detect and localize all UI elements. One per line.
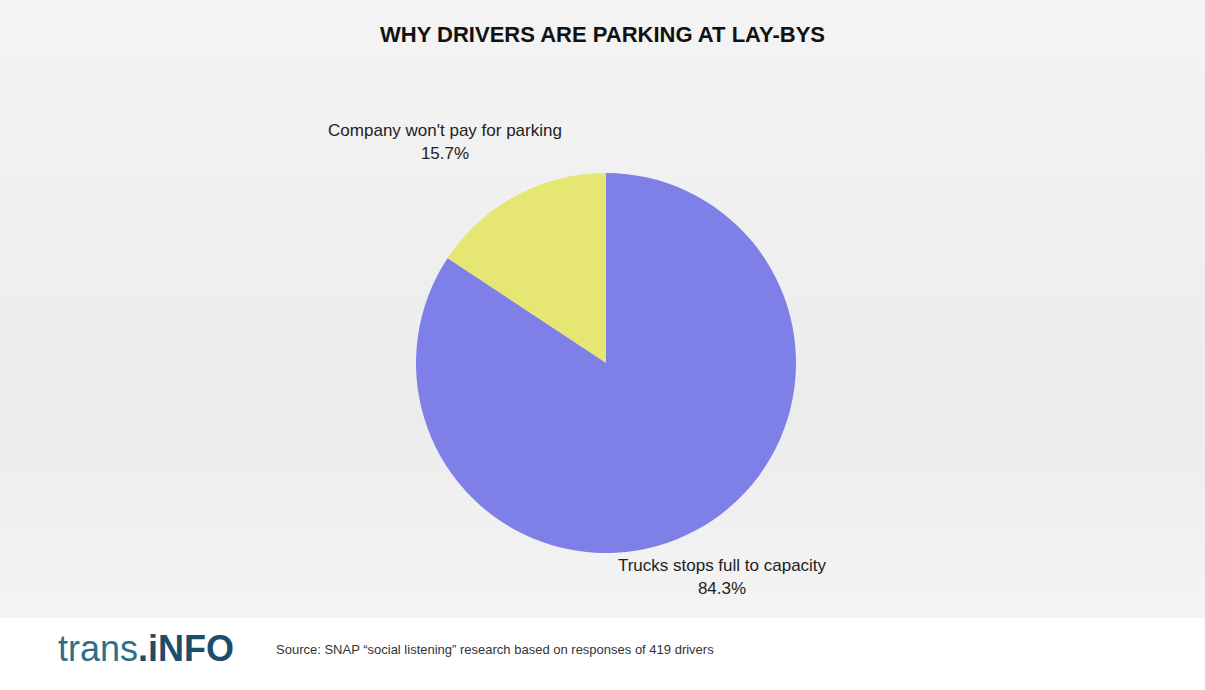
svg-text:84.3%: 84.3%: [698, 579, 746, 598]
svg-text:.iNFO: .iNFO: [138, 628, 234, 669]
svg-text:WHY DRIVERS ARE PARKING AT LAY: WHY DRIVERS ARE PARKING AT LAY-BYS: [380, 22, 825, 47]
svg-text:Trucks stops full to capacity: Trucks stops full to capacity: [618, 556, 827, 575]
svg-text:Source: SNAP “social listening: Source: SNAP “social listening” research…: [276, 642, 714, 657]
svg-text:15.7%: 15.7%: [421, 144, 469, 163]
svg-text:Company won't pay for parking: Company won't pay for parking: [328, 121, 562, 140]
svg-text:trans: trans: [58, 628, 138, 669]
